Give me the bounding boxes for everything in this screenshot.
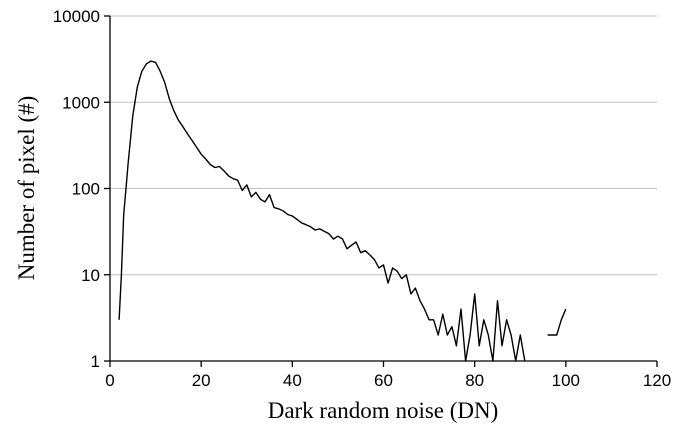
x-tick-label-100: 100 — [552, 371, 580, 390]
series-lines — [118, 60, 567, 362]
y-tick-label-10: 10 — [81, 266, 100, 285]
series-line-1 — [118, 60, 526, 362]
x-tick-label-20: 20 — [192, 371, 211, 390]
grid-lines — [110, 15, 657, 276]
y-tick-label-1: 1 — [91, 352, 100, 371]
x-tick-label-60: 60 — [374, 371, 393, 390]
x-tick-label-0: 0 — [105, 371, 114, 390]
axes — [104, 15, 658, 367]
x-tick-label-40: 40 — [283, 371, 302, 390]
y-axis-title: Number of pixel (#) — [14, 96, 39, 281]
x-tick-label-80: 80 — [465, 371, 484, 390]
tick-labels: 1 10 100 1000 10000 0 20 40 60 80 100 120 — [53, 7, 671, 390]
series-line-2 — [547, 308, 567, 336]
y-tick-label-100: 100 — [72, 180, 100, 199]
x-tick-label-120: 120 — [643, 371, 671, 390]
x-axis-title: Dark random noise (DN) — [268, 398, 499, 423]
y-tick-label-1000: 1000 — [62, 93, 100, 112]
y-tick-label-10000: 10000 — [53, 7, 100, 26]
